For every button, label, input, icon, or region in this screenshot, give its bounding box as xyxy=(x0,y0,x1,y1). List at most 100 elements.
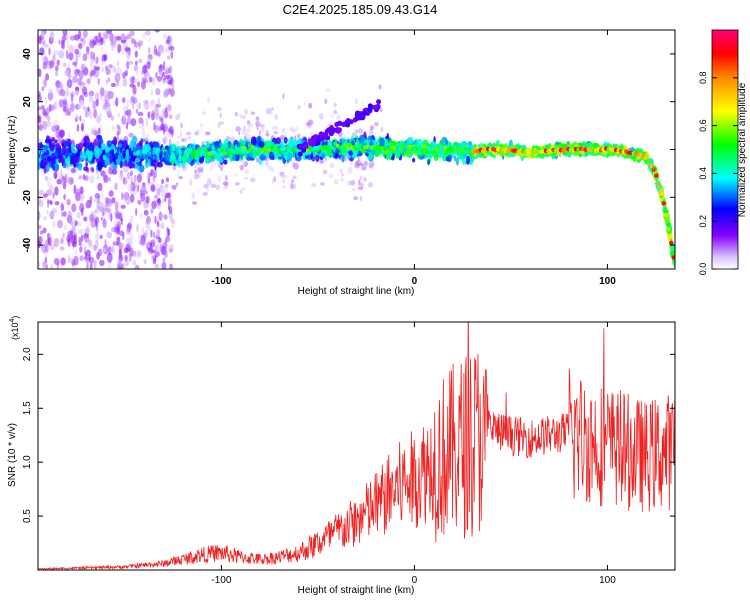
noise-blob xyxy=(206,187,209,193)
noise-blob xyxy=(105,79,109,85)
noise-blob xyxy=(94,216,100,224)
spectrogram-panel: -100 0 100 -40 -20 0 20 40 Height of straight … xyxy=(7,29,676,297)
noise-blob xyxy=(379,107,383,113)
ridge-blob xyxy=(178,149,183,156)
ridge-blob xyxy=(453,155,457,162)
noise-blob xyxy=(71,203,77,213)
noise-blob xyxy=(53,170,58,179)
noise-blob xyxy=(124,47,131,52)
noise-blob xyxy=(88,256,95,264)
ridge-blob xyxy=(187,157,194,162)
noise-blob xyxy=(140,212,143,218)
noise-blob xyxy=(119,260,122,268)
noise-blob xyxy=(92,100,97,110)
ridge-blob xyxy=(109,154,113,164)
ridge-blob xyxy=(408,136,414,145)
noise-blob xyxy=(306,122,310,127)
noise-blob xyxy=(201,111,207,115)
noise-blob xyxy=(60,202,64,210)
noise-blob xyxy=(63,98,67,108)
noise-blob xyxy=(265,129,269,133)
noise-blob xyxy=(118,254,123,262)
noise-blob xyxy=(281,174,288,179)
ridge-blob xyxy=(155,147,161,154)
noise-blob xyxy=(137,173,142,183)
spectrogram-y-ticks: -40 -20 0 20 40 xyxy=(22,48,675,252)
ridge-blob xyxy=(315,154,320,162)
noise-blob xyxy=(53,50,59,55)
noise-blob xyxy=(64,109,71,116)
noise-blob xyxy=(93,129,98,136)
y-tick-label: 1.5 xyxy=(22,401,33,415)
colorbar-tick-label: 0.6 xyxy=(698,119,708,132)
branch-blob xyxy=(360,114,366,120)
ridge-blob xyxy=(142,144,148,153)
noise-blob xyxy=(151,200,157,210)
noise-blob xyxy=(70,168,76,174)
noise-blob xyxy=(99,234,103,240)
noise-blob xyxy=(129,83,135,88)
noise-blob xyxy=(203,183,210,189)
noise-blob xyxy=(242,115,246,119)
noise-blob xyxy=(239,189,243,194)
noise-blob xyxy=(56,84,59,94)
noise-blob xyxy=(97,182,103,192)
ridge-blob xyxy=(427,159,430,166)
noise-blob xyxy=(126,200,130,206)
noise-blob xyxy=(120,39,127,44)
noise-blob xyxy=(168,45,175,51)
noise-blob xyxy=(150,208,154,214)
noise-blob xyxy=(87,106,90,112)
ridge-blob xyxy=(113,136,118,146)
noise-blob xyxy=(380,127,384,133)
noise-blob xyxy=(67,210,72,221)
noise-blob xyxy=(86,78,91,85)
noise-blob xyxy=(122,77,128,87)
noise-blob xyxy=(222,185,225,190)
noise-blob xyxy=(217,106,222,112)
noise-blob xyxy=(132,104,135,110)
ridge-blob xyxy=(38,163,41,171)
noise-blob xyxy=(84,175,89,181)
noise-blob xyxy=(156,229,160,238)
noise-blob xyxy=(235,111,238,117)
y-tick-label: 20 xyxy=(22,96,33,108)
noise-blob xyxy=(132,260,137,266)
noise-blob xyxy=(361,101,364,107)
noise-blob xyxy=(77,221,82,227)
ridge-blob xyxy=(153,161,158,167)
noise-blob xyxy=(167,80,173,86)
ridge-blob xyxy=(194,149,202,156)
noise-blob xyxy=(205,131,211,136)
y-tick-label: 0.5 xyxy=(22,509,33,523)
noise-blob xyxy=(126,98,129,109)
noise-blob xyxy=(271,178,275,185)
noise-blob xyxy=(102,97,105,106)
noise-blob xyxy=(38,36,42,45)
noise-blob xyxy=(282,184,286,189)
noise-blob xyxy=(191,192,196,199)
noise-blob xyxy=(38,138,42,144)
noise-blob xyxy=(129,76,135,84)
ridge-core xyxy=(247,148,252,153)
noise-blob xyxy=(102,104,107,111)
noise-blob xyxy=(354,129,358,135)
noise-blob xyxy=(347,180,352,186)
ridge-blob xyxy=(68,145,72,153)
noise-blob xyxy=(94,208,99,214)
noise-blob xyxy=(113,220,118,228)
noise-blob xyxy=(57,219,63,229)
ridge-blob xyxy=(466,155,470,165)
noise-blob xyxy=(58,39,61,45)
noise-blob xyxy=(202,140,205,145)
noise-blob xyxy=(118,125,121,135)
noise-blob xyxy=(311,183,317,188)
ridge-core xyxy=(659,191,664,197)
noise-blob xyxy=(101,46,104,52)
y-tick-label: 1.0 xyxy=(22,455,33,469)
branch-blob xyxy=(348,119,354,125)
noise-blob xyxy=(123,114,126,120)
noise-blob xyxy=(152,231,156,239)
ridge-blob xyxy=(162,147,166,153)
noise-blob xyxy=(41,86,45,92)
